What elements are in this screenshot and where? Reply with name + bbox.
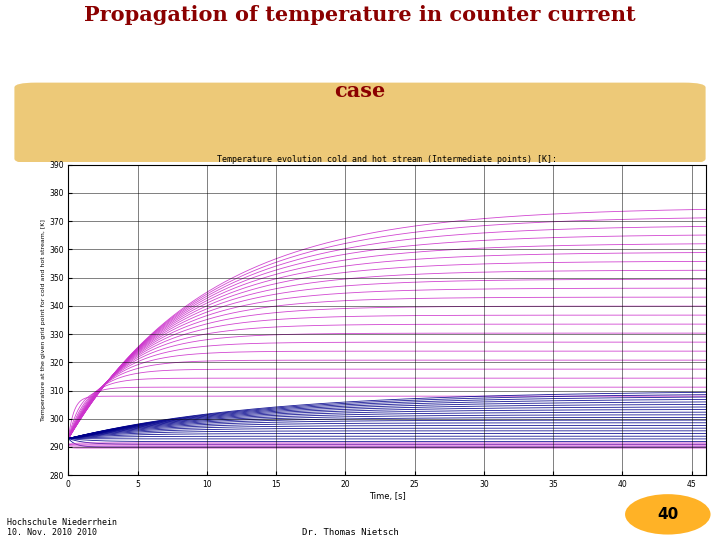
Text: case: case — [334, 81, 386, 101]
Text: Dr. Thomas Nietsch: Dr. Thomas Nietsch — [302, 528, 399, 537]
X-axis label: Time, [s]: Time, [s] — [369, 492, 405, 501]
Y-axis label: Temperature at the given grid point for cold and hot stream, [K]: Temperature at the given grid point for … — [41, 219, 46, 421]
Text: 40: 40 — [657, 507, 678, 522]
Title: Temperature evolution cold and hot stream (Intermediate points) [K]:: Temperature evolution cold and hot strea… — [217, 155, 557, 164]
Text: Hochschule Niederrhein
10. Nov. 2010 2010: Hochschule Niederrhein 10. Nov. 2010 201… — [7, 518, 117, 537]
FancyBboxPatch shape — [14, 83, 706, 164]
Text: Propagation of temperature in counter current: Propagation of temperature in counter cu… — [84, 5, 636, 25]
Ellipse shape — [625, 494, 711, 535]
